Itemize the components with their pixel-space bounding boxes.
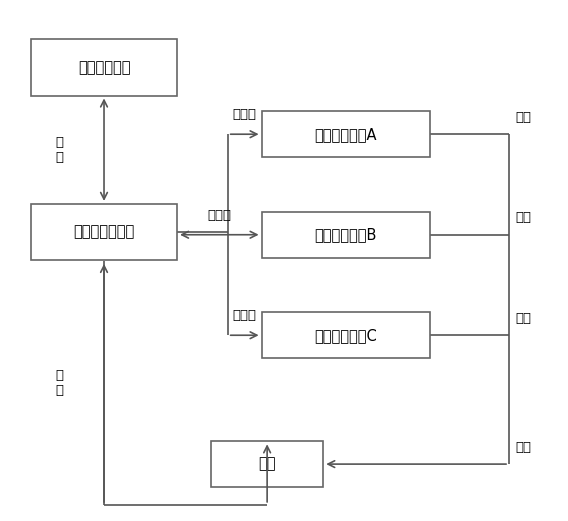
Bar — [261, 312, 430, 358]
Text: 负载: 负载 — [258, 456, 276, 472]
Text: 以太网: 以太网 — [207, 209, 231, 222]
Text: 通
信: 通 信 — [55, 369, 63, 397]
Text: 电能: 电能 — [516, 312, 532, 325]
Text: 电力调度中心: 电力调度中心 — [78, 60, 130, 75]
Bar — [261, 212, 430, 258]
Bar — [211, 441, 323, 487]
Text: 电能: 电能 — [516, 441, 532, 454]
Text: 储能式充电桩B: 储能式充电桩B — [315, 227, 377, 242]
Bar — [31, 204, 177, 260]
Text: 电能: 电能 — [516, 212, 532, 225]
Text: 需求侧响应平台: 需求侧响应平台 — [73, 225, 135, 240]
Text: 以太网: 以太网 — [233, 309, 257, 322]
Bar — [31, 39, 177, 95]
Text: 储能式充电桩A: 储能式充电桩A — [315, 127, 377, 142]
Text: 电能: 电能 — [516, 111, 532, 124]
Text: 通
信: 通 信 — [55, 135, 63, 164]
Bar — [261, 111, 430, 157]
Text: 储能式充电桩C: 储能式充电桩C — [315, 328, 377, 343]
Text: 以太网: 以太网 — [233, 108, 257, 121]
